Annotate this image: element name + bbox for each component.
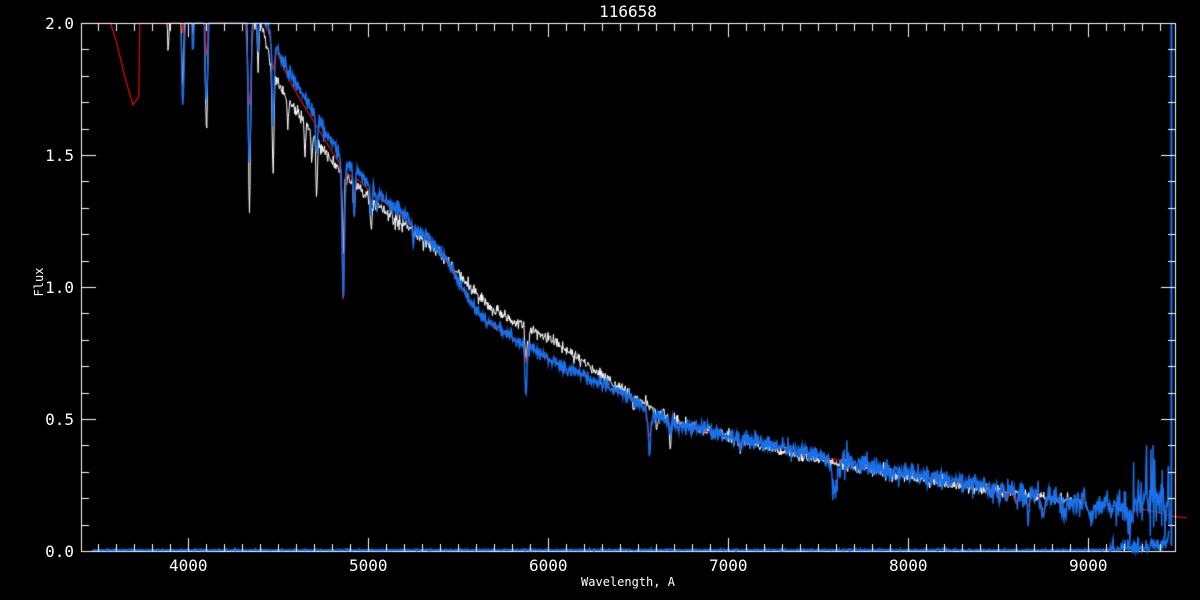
y-axis-tick-label: 1.0 (45, 278, 74, 297)
y-axis-tick-label: 1.5 (45, 146, 74, 165)
x-axis-tick-label: 7000 (708, 556, 748, 575)
y-axis-tick-label: 0.0 (45, 542, 74, 561)
x-axis-tick-label: 8000 (888, 556, 928, 575)
y-axis-tick-label: 2.0 (45, 14, 74, 33)
x-axis-label: Wavelength, A (581, 575, 675, 589)
x-axis-tick-label: 5000 (349, 556, 388, 575)
y-axis-tick-label: 0.5 (45, 410, 74, 429)
chart-title: 116658 (599, 2, 657, 21)
x-axis-tick-label: 6000 (528, 556, 568, 575)
x-axis-tick-label: 4000 (169, 556, 208, 575)
x-axis-tick-label: 9000 (1068, 556, 1108, 575)
